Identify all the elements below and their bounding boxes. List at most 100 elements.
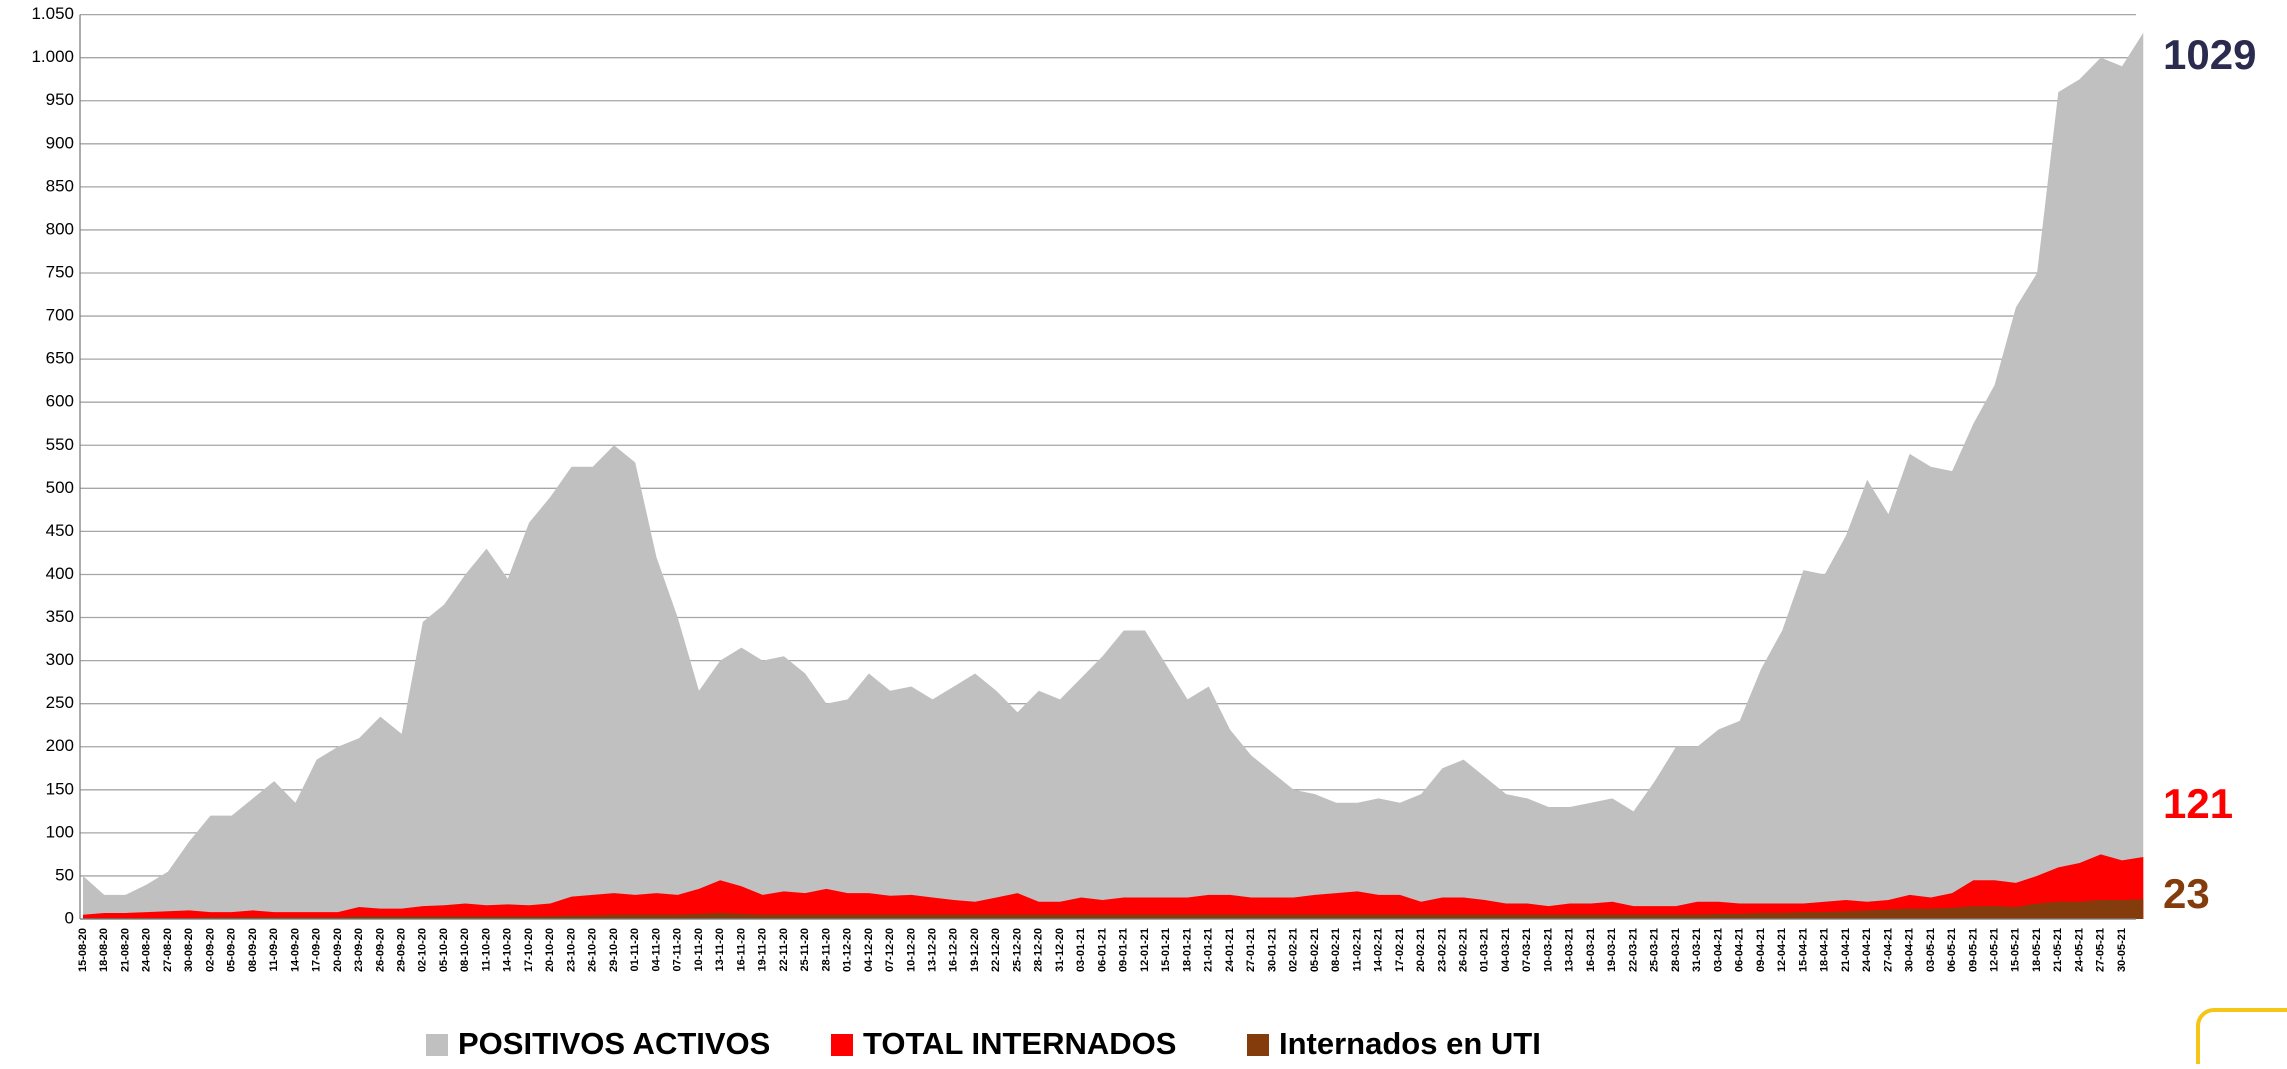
x-tick-label: 17-02-21 [1394,928,1406,972]
x-tick-label: 05-10-20 [438,928,450,972]
x-tick-label: 30-08-20 [183,928,195,972]
y-tick-label: 150 [46,779,74,798]
x-tick-label: 12-04-21 [1776,928,1788,972]
x-tick-label: 27-08-20 [162,928,174,972]
y-tick-label: 300 [46,650,74,669]
y-tick-label: 950 [46,90,74,109]
legend-label: TOTAL INTERNADOS [863,1026,1176,1061]
x-tick-label: 12-01-21 [1139,928,1151,972]
x-tick-label: 17-10-20 [523,928,535,972]
x-tick-label: 28-03-21 [1670,928,1682,972]
x-tick-label: 06-01-21 [1096,928,1108,972]
y-tick-label: 100 [46,822,74,841]
x-tick-label: 18-01-21 [1181,928,1193,972]
x-tick-label: 14-02-21 [1373,928,1385,972]
y-tick-label: 700 [46,306,74,325]
x-tick-label: 28-11-20 [820,928,832,971]
x-tick-label: 31-03-21 [1691,928,1703,972]
x-tick-label: 06-05-21 [1946,928,1958,972]
x-tick-label: 15-08-20 [77,928,89,972]
x-tick-label: 24-08-20 [141,928,153,972]
x-tick-label: 23-09-20 [353,928,365,972]
x-tick-label: 20-09-20 [332,928,344,972]
x-tick-label: 19-12-20 [969,928,981,972]
x-tick-label: 14-10-20 [502,928,514,972]
x-tick-label: 08-02-21 [1330,928,1342,972]
y-tick-label: 450 [46,521,74,540]
x-tick-label: 16-03-21 [1585,928,1597,972]
logo-frame [2196,1008,2287,1069]
legend-label: Internados en UTI [1279,1026,1541,1061]
x-tick-label: 07-03-21 [1521,928,1533,972]
x-tick-label: 22-12-20 [990,928,1002,972]
x-tick-label: 27-04-21 [1882,928,1894,972]
x-tick-label: 20-02-21 [1415,928,1427,972]
x-tick-label: 23-02-21 [1436,928,1448,972]
x-tick-label: 09-01-21 [1118,928,1130,972]
x-tick-label: 28-12-20 [1033,928,1045,972]
x-tick-label: 03-04-21 [1712,928,1724,972]
x-tick-label: 01-03-21 [1479,928,1491,972]
x-tick-label: 03-01-21 [1075,928,1087,972]
area [83,899,2144,919]
x-tick-label: 24-01-21 [1224,928,1236,972]
x-tick-label: 11-10-20 [480,928,492,971]
y-tick-label: 750 [46,262,74,281]
x-tick-label: 11-09-20 [268,928,280,971]
x-tick-label: 21-05-21 [2052,928,2064,972]
x-tick-label: 02-10-20 [417,928,429,972]
x-tick-label: 22-11-20 [778,928,790,971]
end-label: 23 [2163,870,2210,917]
x-tick-label: 19-11-20 [757,928,769,971]
x-tick-label: 20-10-20 [544,928,556,972]
x-tick-label: 18-05-21 [2031,928,2043,972]
x-tick-label: 13-11-20 [714,928,726,971]
x-tick-label: 31-12-20 [1054,928,1066,972]
x-tick-label: 16-12-20 [948,928,960,972]
y-tick-label: 550 [46,435,74,454]
x-tick-label: 21-01-21 [1203,928,1215,972]
x-tick-label: 25-03-21 [1649,928,1661,972]
x-tick-label: 08-09-20 [247,928,259,972]
y-tick-label: 350 [46,607,74,626]
x-tick-label: 21-08-20 [119,928,131,972]
x-tick-label: 17-09-20 [311,928,323,972]
y-tick-label: 400 [46,564,74,583]
y-tick-label: 1.050 [31,4,74,23]
x-tick-label: 10-11-20 [693,928,705,971]
x-tick-label: 29-10-20 [608,928,620,972]
x-tick-label: 07-12-20 [884,928,896,972]
y-tick-label: 850 [46,176,74,195]
x-tick-label: 05-02-21 [1309,928,1321,972]
x-tick-label: 10-03-21 [1542,928,1554,972]
x-tick-label: 12-05-21 [1989,928,2001,972]
area [83,32,2144,920]
x-tick-label: 22-03-21 [1627,928,1639,972]
x-tick-label: 16-11-20 [735,928,747,971]
legend-swatch [831,1034,853,1056]
x-tick-label: 25-12-20 [1011,928,1023,972]
y-tick-label: 250 [46,693,74,712]
x-tick-label: 21-04-21 [1840,928,1852,972]
legend-swatch [426,1034,448,1056]
area [83,854,2144,919]
x-tick-label: 29-09-20 [396,928,408,972]
x-tick-label: 01-11-20 [629,928,641,971]
legend-label: POSITIVOS ACTIVOS [458,1026,770,1061]
x-tick-label: 18-08-20 [98,928,110,972]
y-tick-label: 600 [46,392,74,411]
y-tick-label: 200 [46,736,74,755]
x-tick-label: 06-04-21 [1734,928,1746,972]
x-tick-label: 10-12-20 [905,928,917,972]
x-tick-label: 26-02-21 [1458,928,1470,972]
x-tick-label: 08-10-20 [459,928,471,972]
x-tick-label: 04-03-21 [1500,928,1512,972]
x-tick-label: 11-02-21 [1351,928,1363,971]
x-tick-label: 30-04-21 [1904,928,1916,972]
x-tick-label: 23-10-20 [565,928,577,972]
y-tick-label: 800 [46,219,74,238]
y-tick-label: 0 [65,908,74,927]
x-tick-label: 04-11-20 [650,928,662,971]
y-tick-label: 650 [46,349,74,368]
